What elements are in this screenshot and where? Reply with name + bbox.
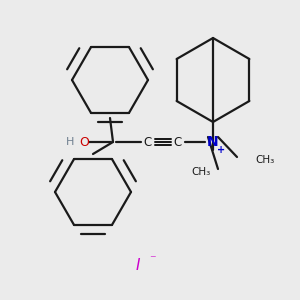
- Text: C: C: [174, 136, 182, 148]
- Text: C: C: [144, 136, 152, 148]
- Text: H: H: [66, 137, 74, 147]
- Text: N: N: [207, 135, 219, 149]
- Text: ⁻: ⁻: [149, 254, 155, 266]
- Text: +: +: [217, 145, 225, 155]
- Text: O: O: [79, 136, 89, 148]
- Text: CH₃: CH₃: [191, 167, 210, 177]
- Text: I: I: [136, 257, 140, 272]
- Text: CH₃: CH₃: [255, 155, 274, 165]
